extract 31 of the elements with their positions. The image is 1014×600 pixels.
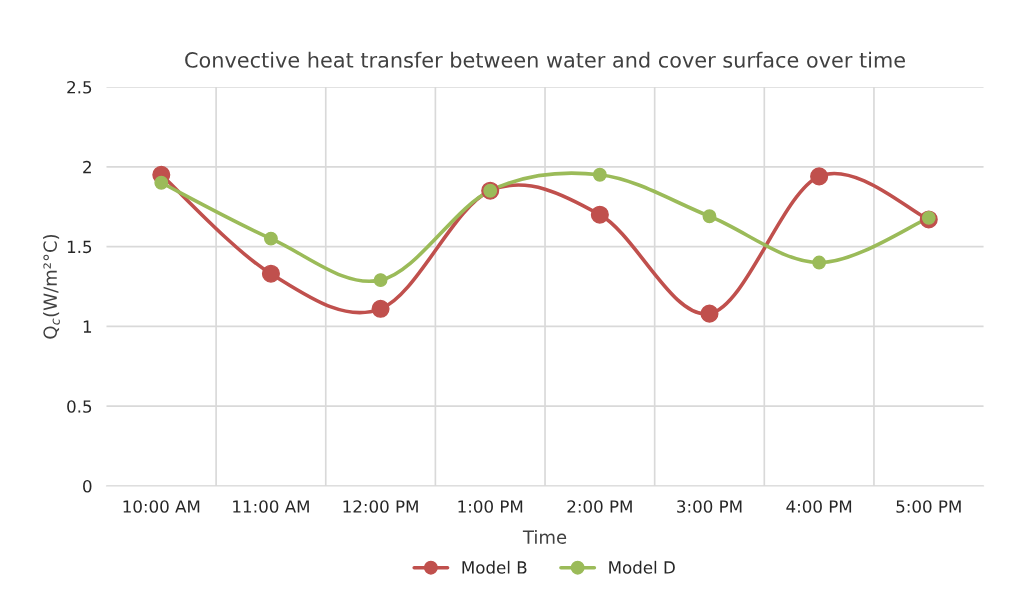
point — [371, 299, 390, 318]
x-tick-label: 12:00 PM — [343, 500, 418, 513]
legend-label: Model B — [462, 560, 527, 574]
x-tick-label: 11:00 AM — [233, 500, 309, 513]
y-tick-label: 0 — [83, 479, 92, 493]
point — [590, 205, 609, 224]
x-axis-title: Time — [522, 529, 567, 544]
point — [154, 175, 169, 190]
point — [702, 209, 717, 224]
x-tick-label: 10:00 AM — [123, 500, 200, 513]
x-tick-label: 1:00 PM — [458, 500, 523, 513]
point — [261, 264, 280, 283]
chart-title: Convective heat transfer between water and cover surface over time — [185, 51, 905, 68]
point — [263, 231, 278, 246]
y-tick-label: 1 — [83, 320, 92, 333]
point — [810, 167, 829, 186]
point — [592, 167, 607, 182]
point — [373, 273, 388, 288]
x-tick-label: 3:00 PM — [677, 500, 742, 513]
point — [700, 304, 719, 323]
y-tick-label: 2 — [83, 160, 91, 174]
point — [812, 255, 827, 270]
point — [921, 210, 936, 225]
x-tick-label: 5:00 PM — [896, 500, 961, 513]
y-tick-label: 1.5 — [67, 240, 92, 254]
y-tick-label: 2.5 — [67, 80, 92, 94]
y-tick-label: 0.5 — [67, 400, 92, 413]
legend-label: Model D — [609, 560, 675, 574]
x-tick-label: 4:00 PM — [786, 500, 852, 513]
x-tick-label: 2:00 PM — [567, 500, 632, 513]
y-axis-title: Q$_{c}$(W/m²°C) — [43, 234, 60, 339]
